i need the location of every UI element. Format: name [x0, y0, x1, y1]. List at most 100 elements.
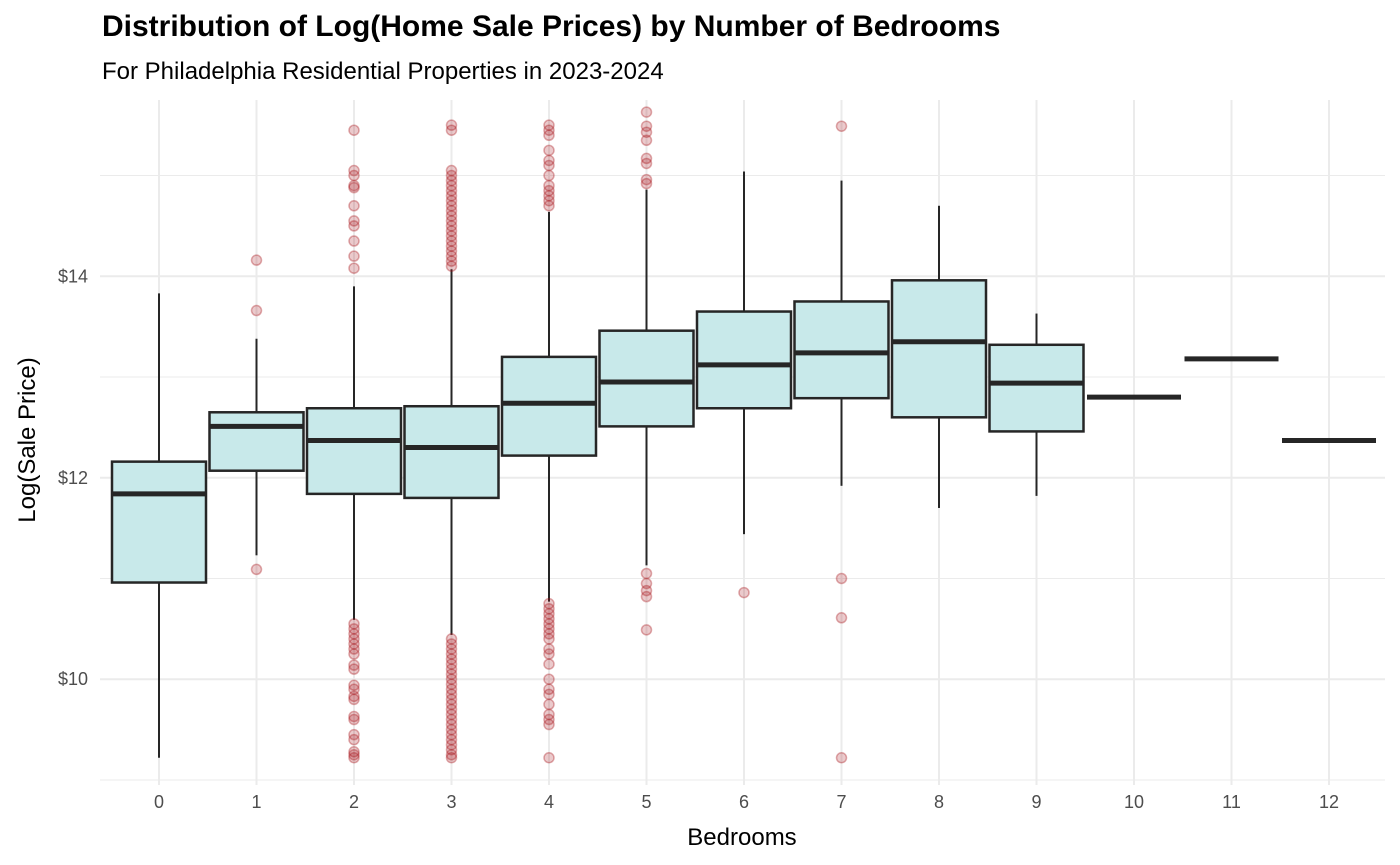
outlier-point — [640, 173, 653, 186]
x-tick-label: 6 — [739, 792, 749, 812]
outlier-point — [348, 164, 360, 177]
outlier-point — [445, 194, 458, 207]
x-tick-label: 5 — [641, 792, 651, 812]
outlier-point — [640, 590, 653, 603]
outlier-point — [543, 200, 555, 212]
outlier-point — [445, 220, 458, 232]
x-tick-label: 10 — [1124, 792, 1144, 812]
outlier-point — [445, 653, 458, 665]
outlier-point — [835, 572, 848, 585]
outlier-point — [445, 179, 458, 192]
box-iqr — [890, 279, 988, 419]
outlier-point — [348, 179, 360, 192]
outlier-point — [445, 678, 458, 691]
outlier-point — [348, 623, 360, 635]
outlier-point — [445, 728, 458, 741]
outlier-point — [348, 710, 360, 723]
outlier-point — [445, 633, 458, 645]
outlier-point — [543, 643, 555, 655]
outlier-point — [445, 215, 458, 227]
outlier-point — [445, 683, 458, 696]
outlier-point — [348, 169, 360, 182]
x-axis-title: Bedrooms — [687, 824, 796, 851]
whiskers — [158, 171, 1038, 758]
outlier-point — [445, 668, 458, 680]
x-tick-label: 7 — [836, 792, 846, 812]
outlier-point — [543, 169, 555, 182]
outlier-point — [445, 723, 458, 736]
outlier-point — [445, 250, 458, 262]
outlier-point — [445, 733, 458, 746]
outlier-point — [640, 584, 653, 597]
outlier-point — [445, 200, 458, 212]
outlier-point — [543, 602, 555, 615]
outlier-point — [445, 235, 458, 247]
outlier-point — [543, 648, 555, 660]
x-tick-label: 1 — [251, 792, 261, 812]
outlier-point — [543, 718, 555, 731]
outlier-point — [348, 220, 360, 232]
outlier-point — [640, 134, 653, 147]
outlier-point — [640, 120, 653, 132]
y-tick-label: $12 — [58, 468, 88, 488]
outlier-point — [348, 693, 360, 706]
outlier-point — [445, 698, 458, 711]
outlier-point — [835, 752, 848, 764]
outlier-point — [348, 643, 360, 655]
outlier-point — [543, 673, 555, 685]
outlier-point — [640, 157, 653, 170]
chart-subtitle: For Philadelphia Residential Properties … — [102, 58, 664, 85]
outlier-point — [445, 688, 458, 701]
y-axis-title: Log(Sale Price) — [14, 357, 41, 522]
outlier-point — [445, 638, 458, 650]
box-iqr — [988, 343, 1085, 433]
box-iqr — [403, 404, 500, 500]
outlier-point — [543, 683, 555, 696]
outlier-point — [543, 144, 555, 157]
box-iqr — [208, 411, 305, 472]
x-tick-label: 4 — [544, 792, 554, 812]
outlier-point — [445, 749, 458, 761]
outlier-point — [543, 194, 555, 207]
outlier-point — [543, 752, 555, 764]
outlier-point — [445, 658, 458, 670]
outlier-point — [348, 659, 360, 671]
outlier-point — [543, 713, 555, 726]
outlier-point — [445, 743, 458, 756]
outlier-point — [543, 189, 555, 202]
outlier-point — [445, 210, 458, 222]
outlier-point — [543, 608, 555, 620]
y-tick-label: $10 — [58, 669, 88, 689]
outlier-point — [445, 174, 458, 187]
outlier-point — [348, 124, 360, 136]
outlier-point — [543, 658, 555, 670]
outlier-point — [445, 245, 458, 257]
outlier-point — [348, 648, 360, 660]
outlier-point — [543, 184, 555, 197]
outlier-point — [445, 663, 458, 675]
outlier-point — [445, 693, 458, 706]
outlier-point — [250, 254, 263, 266]
outlier-point — [543, 708, 555, 721]
outlier-point — [640, 177, 653, 190]
outlier-point — [543, 159, 555, 172]
outlier-point — [348, 638, 360, 650]
outlier-point — [348, 679, 360, 692]
outlier-point — [445, 189, 458, 202]
x-tick-label: 3 — [446, 792, 456, 812]
outlier-point — [543, 124, 555, 136]
outlier-point — [348, 733, 360, 746]
outlier-point — [348, 628, 360, 640]
x-tick-label: 0 — [154, 792, 164, 812]
x-tick-label: 2 — [349, 792, 359, 812]
outlier-point — [348, 690, 360, 703]
x-axis-ticks: 0 1 2 3 4 5 6 7 8 9 10 11 12 — [154, 792, 1339, 812]
box-iqr — [695, 310, 793, 410]
outlier-point — [543, 154, 555, 167]
outlier-point — [348, 618, 360, 630]
outlier-point — [445, 752, 458, 764]
x-tick-label: 11 — [1222, 792, 1241, 812]
outlier-point — [348, 250, 360, 262]
outlier-point — [348, 752, 360, 764]
